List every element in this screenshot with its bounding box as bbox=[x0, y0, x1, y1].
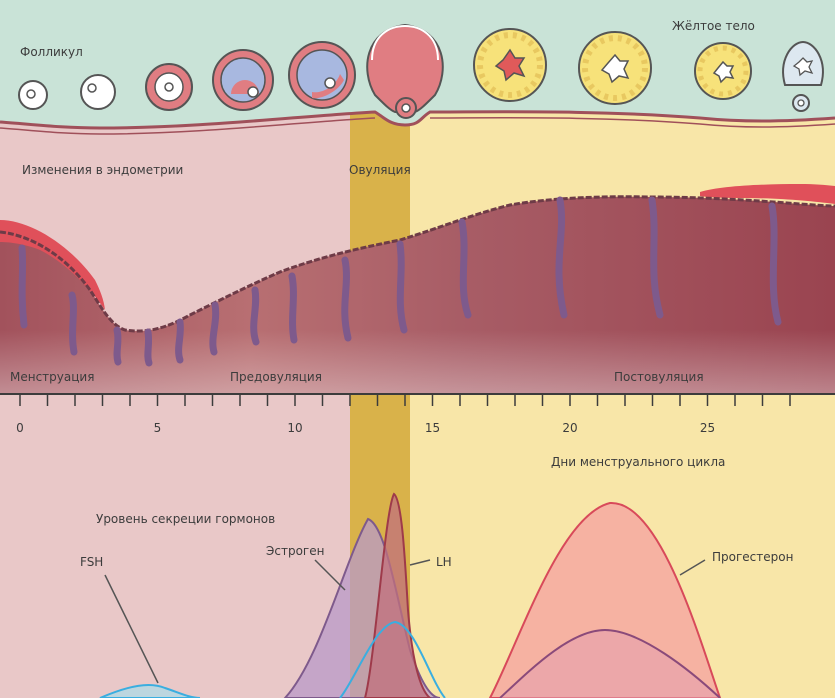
progesterone-leader-line bbox=[679, 559, 706, 576]
day-tick-label: 20 bbox=[562, 421, 577, 435]
fsh-label: FSH bbox=[80, 555, 103, 569]
corpus-albicans bbox=[782, 40, 824, 112]
corpus-luteum-1 bbox=[473, 28, 547, 102]
cycle-days-label: Дни менструального цикла bbox=[551, 455, 725, 469]
follicle-4 bbox=[212, 49, 274, 111]
secondary-progesterone-curve bbox=[499, 628, 721, 698]
menstrual-bleeding bbox=[0, 220, 105, 310]
day-tick-label: 25 bbox=[700, 421, 715, 435]
corpus-luteum-label: Жёлтое тело bbox=[672, 19, 755, 33]
day-tick-label: 5 bbox=[154, 421, 162, 435]
lh-leader-line bbox=[409, 559, 431, 566]
corpus-luteum-2 bbox=[578, 31, 652, 105]
estrogen-leader-line bbox=[314, 559, 346, 591]
menstruation-label: Менструация bbox=[10, 370, 94, 384]
ovulation-label: Овуляция bbox=[349, 163, 411, 177]
day-tick-label: 0 bbox=[16, 421, 24, 435]
follicle-label: Фолликул bbox=[20, 45, 83, 59]
ovary-inner-edge-left bbox=[0, 117, 376, 135]
follicle-3 bbox=[145, 63, 193, 111]
day-axis-tick-labels: 0 5 10 15 20 25 bbox=[16, 421, 715, 435]
endometrium-surface bbox=[0, 195, 835, 333]
hormone-level-label: Уровень секреции гормонов bbox=[96, 512, 275, 526]
fsh-leader-line bbox=[104, 574, 159, 684]
day-tick-label: 15 bbox=[425, 421, 440, 435]
ovulating-follicle bbox=[366, 23, 444, 119]
estrogen-label: Эстроген bbox=[266, 544, 324, 558]
ovary-inner-edge-right bbox=[429, 117, 835, 128]
progesterone-label: Прогестерон bbox=[712, 550, 793, 564]
progesterone-curve bbox=[488, 501, 722, 698]
day-axis-ticks bbox=[19, 394, 791, 406]
preovulation-label: Предовуляция bbox=[230, 370, 322, 384]
fsh-peak-curve bbox=[339, 620, 446, 698]
lh-label: LH bbox=[436, 555, 452, 569]
endometrial-glands bbox=[18, 196, 782, 367]
fsh-curve bbox=[99, 684, 201, 698]
day-tick-label: 10 bbox=[287, 421, 302, 435]
menstrual-bleeding-next bbox=[700, 184, 835, 204]
follicle-2 bbox=[80, 74, 116, 110]
endometrium-changes-label: Изменения в эндометрии bbox=[22, 163, 183, 177]
postovulation-label: Постовуляция bbox=[614, 370, 704, 384]
corpus-luteum-3 bbox=[694, 42, 752, 100]
lh-curve bbox=[363, 492, 432, 698]
follicle-5 bbox=[288, 41, 356, 109]
follicle-1 bbox=[18, 80, 48, 110]
ovary-edge bbox=[0, 110, 835, 130]
